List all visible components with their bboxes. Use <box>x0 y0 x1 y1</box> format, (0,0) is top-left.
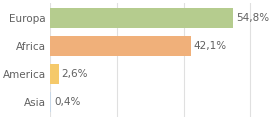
Text: 42,1%: 42,1% <box>193 41 227 51</box>
Bar <box>50 92 52 112</box>
Bar <box>50 36 191 56</box>
Text: 2,6%: 2,6% <box>61 69 88 79</box>
Text: 54,8%: 54,8% <box>236 13 269 23</box>
Text: 0,4%: 0,4% <box>54 97 80 107</box>
Bar <box>50 64 59 84</box>
Bar <box>50 8 233 28</box>
